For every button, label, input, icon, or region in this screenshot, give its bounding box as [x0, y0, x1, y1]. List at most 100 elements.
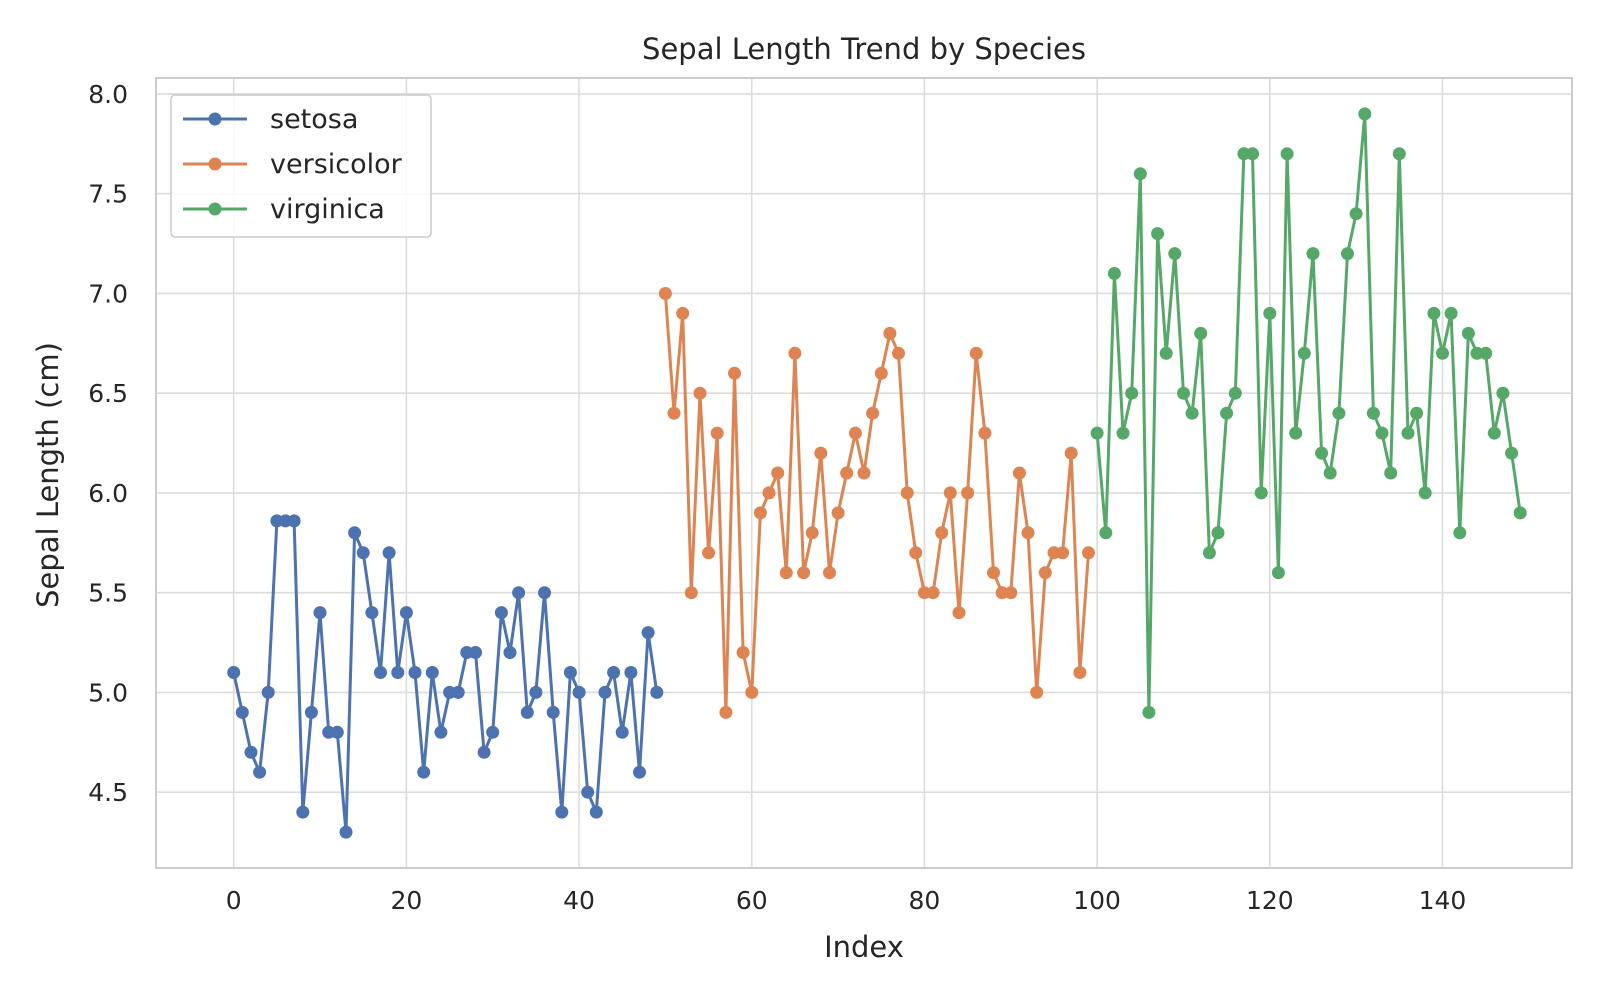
virginica-point: [1159, 346, 1173, 360]
x-tick-label: 0: [226, 886, 242, 915]
virginica-point: [1513, 506, 1527, 520]
versicolor-line: [663, 293, 1090, 714]
versicolor-point: [693, 386, 707, 400]
virginica-point: [1254, 486, 1268, 500]
virginica-point: [1461, 326, 1475, 340]
versicolor-point: [684, 586, 698, 600]
setosa-point: [408, 666, 422, 679]
virginica-point: [1332, 406, 1346, 420]
virginica-point: [1177, 386, 1190, 400]
setosa-point: [503, 646, 517, 659]
x-tick-label: 80: [909, 886, 941, 915]
versicolor-point: [728, 366, 741, 380]
versicolor-point: [840, 466, 854, 480]
virginica-point: [1116, 426, 1130, 440]
virginica-point: [1185, 406, 1199, 420]
y-tick-label: 5.5: [88, 579, 128, 608]
chart-title: Sepal Length Trend by Species: [642, 32, 1086, 66]
versicolor-point: [952, 606, 966, 620]
virginica-point: [1090, 426, 1104, 440]
versicolor-point: [676, 306, 690, 320]
virginica-point: [1358, 107, 1372, 121]
versicolor-point: [857, 466, 871, 480]
versicolor-point: [892, 346, 905, 360]
legend-entry-virginica: virginica: [183, 194, 385, 225]
setosa-point: [451, 685, 465, 699]
versicolor-point: [771, 466, 785, 480]
virginica-point: [1375, 426, 1389, 440]
versicolor-point: [805, 526, 819, 540]
virginica-point: [1496, 386, 1510, 400]
legend-box: [170, 94, 432, 238]
versicolor-point: [1056, 546, 1070, 560]
setosa-point: [425, 666, 439, 679]
virginica-point: [1323, 466, 1337, 480]
x-tick-label: 60: [736, 886, 768, 915]
virginica-point: [1410, 406, 1424, 420]
setosa-point: [469, 646, 482, 659]
setosa-point: [235, 705, 249, 719]
x-tick-label: 120: [1246, 886, 1294, 915]
setosa-point: [529, 685, 543, 699]
setosa-point: [348, 526, 362, 540]
virginica-point: [1133, 167, 1147, 181]
versicolor-point: [848, 426, 862, 440]
versicolor-point: [736, 646, 750, 659]
setosa-point: [330, 725, 344, 739]
virginica-point: [1341, 247, 1354, 261]
y-tick-label: 6.5: [88, 379, 128, 408]
setosa-point: [382, 546, 396, 560]
setosa-point: [313, 606, 327, 620]
setosa-point: [546, 705, 560, 719]
virginica-point: [1427, 306, 1441, 320]
x-tick-label: 20: [390, 886, 422, 915]
virginica-point: [1168, 247, 1182, 261]
versicolor-point: [1004, 586, 1018, 600]
setosa-point: [227, 666, 241, 679]
versicolor-point: [1030, 685, 1044, 699]
y-tick-label: 6.0: [88, 479, 128, 508]
versicolor-point: [1021, 526, 1035, 540]
virginica-point: [1099, 526, 1113, 540]
legend-label: versicolor: [270, 149, 403, 180]
virginica-point: [1271, 566, 1285, 580]
setosa-line: [232, 519, 659, 834]
versicolor-point: [814, 446, 828, 460]
legend-label: setosa: [270, 104, 358, 135]
virginica-point: [1418, 486, 1432, 500]
x-tick-labels: 0 20 40 60 80 100 120 140: [226, 886, 1467, 915]
y-tick-label: 5.0: [88, 678, 128, 707]
virginica-point: [1202, 546, 1216, 560]
versicolor-point: [909, 546, 923, 560]
y-axis-title: Sepal Length (cm): [31, 342, 65, 608]
virginica-point: [1384, 466, 1398, 480]
versicolor-point: [874, 366, 888, 380]
legend-marker: [208, 202, 222, 216]
setosa-point: [494, 606, 508, 620]
virginica-point: [1125, 386, 1139, 400]
series-virginica: [1090, 107, 1527, 719]
versicolor-point: [883, 326, 897, 340]
versicolor-point: [987, 566, 1000, 580]
setosa-point: [287, 514, 301, 528]
versicolor-point: [702, 546, 716, 560]
virginica-point: [1505, 446, 1519, 460]
setosa-point: [304, 705, 318, 719]
y-tick-label: 7.0: [88, 279, 128, 308]
grid-lines: [156, 78, 1572, 868]
setosa-point: [572, 685, 586, 699]
setosa-point: [607, 666, 621, 679]
versicolor-point: [961, 486, 975, 500]
virginica-point: [1436, 346, 1449, 360]
versicolor-point: [831, 506, 845, 520]
versicolor-point: [978, 426, 992, 440]
legend-entry-setosa: setosa: [183, 104, 358, 135]
setosa-point: [633, 765, 646, 779]
y-tick-label: 8.0: [88, 80, 128, 109]
virginica-point: [1479, 346, 1493, 360]
virginica-point: [1297, 346, 1311, 360]
legend-label: virginica: [270, 194, 385, 225]
virginica-point: [1263, 306, 1277, 320]
setosa-point: [296, 805, 310, 819]
